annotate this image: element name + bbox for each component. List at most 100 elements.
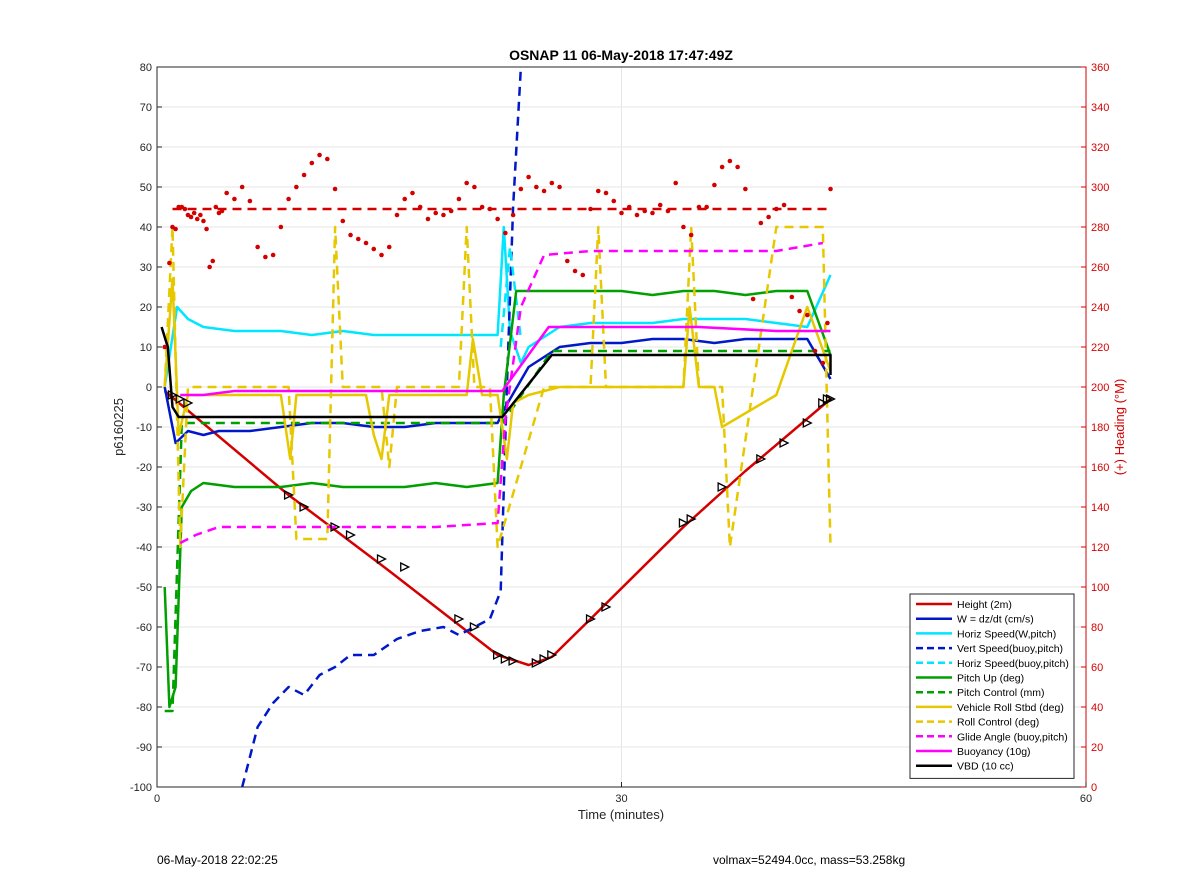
heading-point (278, 224, 284, 230)
y2-tick-label: 0 (1091, 782, 1097, 794)
heading-point (825, 320, 830, 326)
height-marker (454, 613, 465, 625)
heading-point (619, 210, 624, 216)
heading-point (286, 196, 291, 202)
height-marker (779, 437, 790, 449)
heading-point (495, 216, 500, 222)
heading-point (611, 198, 617, 204)
heading-point (224, 190, 229, 196)
y2-tick-label: 120 (1091, 542, 1109, 554)
height-marker (678, 517, 689, 529)
heading-point (541, 188, 547, 194)
height-marker (601, 601, 612, 613)
height-marker (686, 513, 697, 525)
heading-point (534, 184, 539, 190)
series-line-5 (163, 289, 832, 709)
height-marker (825, 393, 836, 405)
heading-point (325, 156, 330, 162)
heading-point (735, 164, 740, 170)
y2-tick-label: 320 (1091, 142, 1109, 154)
heading-point (301, 172, 307, 178)
heading-point (665, 208, 671, 214)
y-tick-label: 70 (140, 102, 152, 114)
heading-point (750, 296, 756, 302)
heading-point (758, 220, 764, 226)
x-tick-label: 30 (615, 793, 627, 805)
heading-point (464, 180, 469, 186)
heading-point (317, 152, 322, 158)
series-line-7 (163, 277, 832, 461)
heading-point (210, 258, 216, 264)
y2-tick-label: 80 (1091, 622, 1103, 634)
y2-tick-label: 180 (1091, 422, 1109, 434)
heading-point (247, 198, 253, 204)
heading-point (201, 218, 206, 224)
heading-point (828, 186, 833, 192)
legend-label: Horiz Speed(buoy,pitch) (957, 658, 1069, 670)
heading-point (410, 190, 415, 196)
height-marker (183, 397, 194, 409)
heading-point (263, 254, 268, 260)
heading-point (191, 210, 197, 216)
y-tick-label: -70 (136, 662, 152, 674)
legend-label: Vehicle Roll Stbd (deg) (957, 702, 1064, 714)
y-tick-label: 50 (140, 182, 152, 194)
y-tick-label: -40 (136, 542, 152, 554)
heading-point (595, 188, 601, 194)
height-marker (492, 649, 504, 661)
legend-label: Pitch Control (mm) (957, 687, 1045, 699)
height-marker (500, 653, 511, 665)
height-marker (547, 649, 558, 661)
height-marker (175, 393, 186, 405)
heading-point (340, 218, 346, 224)
y-tick-label: 10 (140, 342, 152, 354)
heading-point (696, 204, 702, 210)
heading-point (634, 212, 640, 218)
y-tick-label: 60 (140, 142, 152, 154)
y2-tick-label: 220 (1091, 342, 1109, 354)
y-tick-label: 80 (140, 62, 152, 74)
y2-tick-label: 160 (1091, 462, 1109, 474)
series-line-8 (163, 225, 832, 549)
heading-point (650, 210, 655, 216)
tick-layer: 80706050403020100-10-20-30-40-50-60-70-8… (130, 62, 1109, 805)
legend-label: Glide Angle (buoy,pitch) (957, 731, 1068, 743)
heading-point (603, 190, 609, 196)
heading-point (441, 212, 446, 218)
heading-point (309, 160, 315, 166)
heading-point (812, 348, 818, 354)
legend-label: Buoyancy (10g) (957, 746, 1031, 758)
height-marker (585, 613, 596, 625)
heading-point (239, 184, 245, 190)
heading-point (394, 212, 400, 218)
y-tick-label: -20 (136, 462, 152, 474)
heading-point (518, 186, 524, 192)
heading-point (712, 182, 717, 188)
y2-tick-label: 260 (1091, 262, 1109, 274)
heading-point (425, 216, 431, 222)
heading-point (503, 230, 508, 236)
y-tick-label: -60 (136, 622, 152, 634)
y2-tick-label: 280 (1091, 222, 1109, 234)
y-tick-label: -50 (136, 582, 152, 594)
heading-point (743, 186, 748, 192)
heading-point (789, 294, 795, 300)
y2-tick-label: 300 (1091, 182, 1109, 194)
y-tick-label: 40 (140, 222, 152, 234)
height-marker (400, 561, 411, 573)
x-axis-label: Time (minutes) (578, 807, 664, 822)
y-tick-label: -30 (136, 502, 152, 514)
y2-axis-label: (+) Heading (°M) (1112, 379, 1127, 476)
legend-box (909, 593, 1075, 779)
footer-timestamp: 06-May-2018 22:02:25 (157, 853, 278, 867)
y-tick-label: -10 (136, 422, 152, 434)
heading-point (182, 206, 188, 212)
height-marker (283, 489, 295, 501)
series-line-10 (180, 325, 831, 397)
heading-point (270, 252, 276, 258)
heading-point (332, 186, 338, 192)
height-marker (345, 529, 356, 541)
heading-point (479, 204, 485, 210)
height-marker (330, 521, 341, 533)
